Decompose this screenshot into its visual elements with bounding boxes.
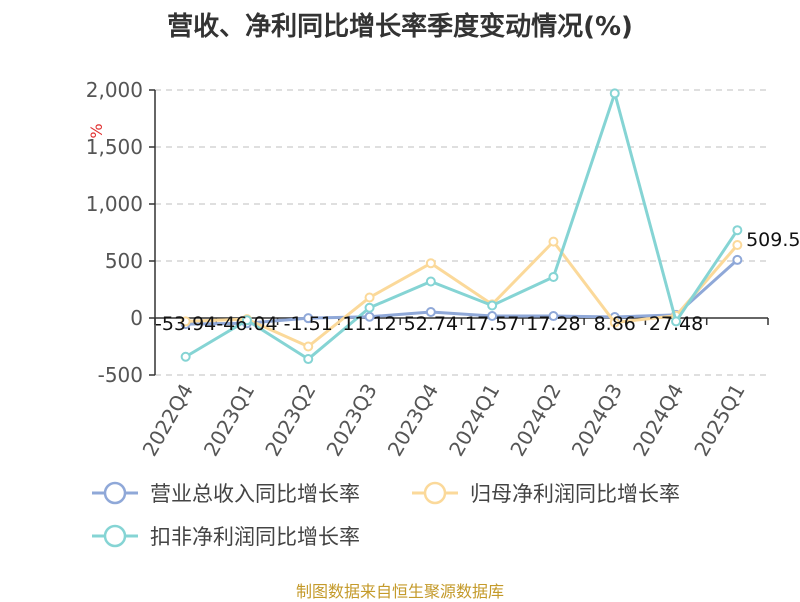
- legend-label: 扣非净利润同比增长率: [150, 525, 360, 549]
- y-tick-label: -500: [98, 363, 143, 387]
- y-tick-label: 500: [105, 249, 143, 273]
- data-label: 17.57: [465, 313, 519, 335]
- series-line-net_profit: [185, 240, 739, 348]
- y-tick-label: 2,000: [86, 78, 143, 102]
- data-label: 11.12: [342, 313, 396, 335]
- chart-title: 营收、净利同比增长率季度变动情况(%): [167, 12, 633, 42]
- data-point-net_profit: [425, 258, 436, 269]
- data-point-revenue: [303, 313, 314, 324]
- data-point-deducted_profit: [671, 316, 682, 327]
- data-point-net_profit: [609, 317, 620, 328]
- data-point-deducted_profit: [303, 354, 314, 365]
- legend-item-revenue: 营业总收入同比增长率: [92, 481, 360, 506]
- data-point-deducted_profit: [548, 271, 559, 282]
- data-label-layer: -53.94 -46.04 -1.51 11.12 52.74 17.57 17.28 8.8…: [155, 229, 800, 335]
- data-point-revenue: [425, 306, 436, 317]
- data-label: 52.74: [404, 313, 458, 335]
- y-unit-label: %: [87, 123, 106, 138]
- legend-item-deducted_profit: 扣非净利润同比增长率: [92, 524, 360, 549]
- x-tick-label: 2024Q4: [628, 380, 688, 461]
- grid-layer: [155, 89, 768, 376]
- y-tick-label: 1,000: [86, 192, 143, 216]
- data-point-deducted_profit: [732, 225, 743, 236]
- data-point-revenue: [732, 254, 743, 265]
- data-point-revenue: [548, 311, 559, 322]
- x-tick-label: 2023Q1: [199, 380, 259, 461]
- x-tick-label: 2023Q4: [383, 379, 443, 460]
- data-point-revenue: [487, 310, 498, 321]
- legend-label: 营业总收入同比增长率: [150, 482, 360, 506]
- x-tick-label: 2024Q1: [444, 380, 504, 461]
- series-line-deducted_profit: [184, 91, 739, 361]
- data-label: -1.51: [284, 313, 333, 335]
- data-point-net_profit: [732, 240, 743, 251]
- data-point-net_profit: [180, 316, 191, 327]
- data-point-deducted_profit: [609, 88, 620, 99]
- legend-swatch-marker: [423, 481, 447, 505]
- x-tick-label: 2024Q2: [505, 380, 565, 461]
- y-tick-label: 1,500: [86, 135, 143, 159]
- x-tick-label: 2023Q2: [260, 380, 320, 461]
- series-line-revenue: [185, 258, 739, 326]
- series-layer: [180, 88, 743, 365]
- y-tick-label: 0: [130, 306, 143, 330]
- data-point-net_profit: [364, 292, 375, 303]
- x-tick-label: 2023Q3: [321, 380, 381, 461]
- data-label: -53.94: [155, 313, 216, 335]
- data-point-net_profit: [548, 236, 559, 247]
- data-point-deducted_profit: [241, 315, 252, 326]
- data-point-deducted_profit: [425, 276, 436, 287]
- source-note: 制图数据来自恒生聚源数据库: [295, 582, 504, 601]
- data-point-net_profit: [303, 341, 314, 352]
- data-label: -46.04: [216, 313, 277, 335]
- legend-item-net_profit: 归母净利润同比增长率: [412, 481, 680, 506]
- data-label: 17.28: [526, 313, 580, 335]
- legend-label: 归母净利润同比增长率: [470, 482, 680, 506]
- data-point-deducted_profit: [180, 351, 191, 362]
- data-point-deducted_profit: [364, 302, 375, 313]
- x-tick-label: 2022Q4: [138, 380, 198, 461]
- legend-swatch-marker: [103, 481, 127, 505]
- data-point-deducted_profit: [487, 300, 498, 311]
- legend-swatch-marker: [103, 524, 127, 548]
- data-label: 509.54: [746, 229, 800, 251]
- x-tick-label: 2025Q1: [689, 380, 749, 461]
- data-label: 8.86: [594, 313, 636, 335]
- data-label: 27.48: [649, 313, 703, 335]
- x-tick-label: 2024Q3: [567, 380, 627, 461]
